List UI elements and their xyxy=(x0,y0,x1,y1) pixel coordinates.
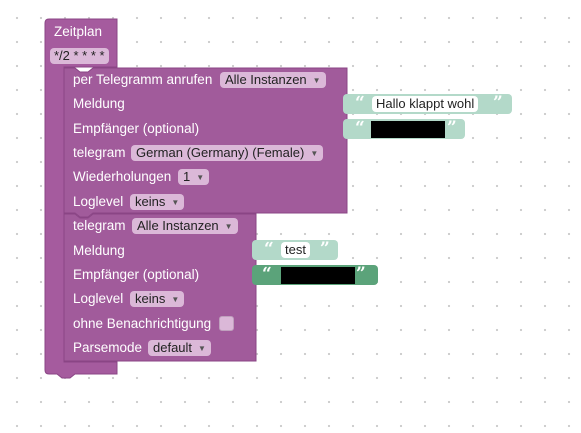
schedule-title: Zeitplan xyxy=(54,24,103,39)
message-text-block-2[interactable]: “ test ” xyxy=(252,239,338,260)
loglevel-value-2: keins xyxy=(135,291,166,306)
repeat-value: 1 xyxy=(183,169,191,184)
cron-field[interactable]: */2 * * * * xyxy=(50,48,109,64)
redacted-recipient-1 xyxy=(371,121,445,138)
repeat-dropdown[interactable]: 1 ▼ xyxy=(178,169,210,185)
recipient-label-1: Empfänger (optional) xyxy=(73,121,200,136)
close-quote-icon: ” xyxy=(356,264,366,284)
message-label-2: Meldung xyxy=(73,243,125,258)
triangle-down-icon: ▼ xyxy=(224,222,233,231)
triangle-down-icon: ▼ xyxy=(198,344,206,353)
triangle-down-icon: ▼ xyxy=(310,149,319,158)
triangle-down-icon: ▼ xyxy=(312,76,321,85)
open-quote-icon: “ xyxy=(262,264,272,284)
instance-value-1: Alle Instanzen xyxy=(225,72,307,87)
parsemode-value: default xyxy=(153,340,193,355)
close-quote-icon: ” xyxy=(447,118,457,138)
message-text-block-1[interactable]: “ Hallo klappt wohl ” xyxy=(343,93,512,114)
triangle-down-icon: ▼ xyxy=(171,198,180,207)
loglevel-label-1: Loglevel xyxy=(73,194,124,209)
voice-dropdown[interactable]: German (Germany) (Female) ▼ xyxy=(131,145,324,161)
open-quote-icon: “ xyxy=(355,118,365,138)
silent-label: ohne Benachrichtigung xyxy=(73,316,212,331)
open-quote-icon: “ xyxy=(355,93,365,113)
schedule-block[interactable] xyxy=(44,18,118,379)
open-quote-icon: “ xyxy=(264,239,274,259)
telegram-label: telegram xyxy=(73,218,126,233)
call-telegram-block[interactable] xyxy=(63,67,348,218)
parsemode-dropdown[interactable]: default ▼ xyxy=(148,340,211,356)
parsemode-label: Parsemode xyxy=(73,340,143,355)
instance-dropdown-1[interactable]: Alle Instanzen ▼ xyxy=(220,72,326,88)
close-quote-icon: ” xyxy=(493,93,503,113)
recipient-text-block-2[interactable]: “ ” xyxy=(252,264,378,285)
instance-value-2: Alle Instanzen xyxy=(137,218,219,233)
message-label-1: Meldung xyxy=(73,96,125,111)
loglevel-label-2: Loglevel xyxy=(73,291,124,306)
message-value-2[interactable]: test xyxy=(281,242,310,258)
instance-dropdown-2[interactable]: Alle Instanzen ▼ xyxy=(132,218,238,234)
repeat-label: Wiederholungen xyxy=(73,169,172,184)
voice-value: German (Germany) (Female) xyxy=(136,145,305,160)
loglevel-dropdown-1[interactable]: keins ▼ xyxy=(130,194,185,210)
call-telegram-label: per Telegramm anrufen xyxy=(73,72,213,87)
redacted-recipient-2 xyxy=(281,267,355,284)
recipient-text-block-1[interactable]: “ ” xyxy=(343,118,465,139)
close-quote-icon: ” xyxy=(320,239,330,259)
silent-checkbox[interactable] xyxy=(219,316,234,331)
loglevel-value-1: keins xyxy=(135,194,166,209)
voice-label: telegram xyxy=(73,145,126,160)
triangle-down-icon: ▼ xyxy=(171,295,180,304)
loglevel-dropdown-2[interactable]: keins ▼ xyxy=(130,291,185,307)
message-value-1[interactable]: Hallo klappt wohl xyxy=(372,96,479,112)
triangle-down-icon: ▼ xyxy=(196,173,205,182)
recipient-label-2: Empfänger (optional) xyxy=(73,267,200,282)
telegram-block[interactable] xyxy=(63,213,257,362)
